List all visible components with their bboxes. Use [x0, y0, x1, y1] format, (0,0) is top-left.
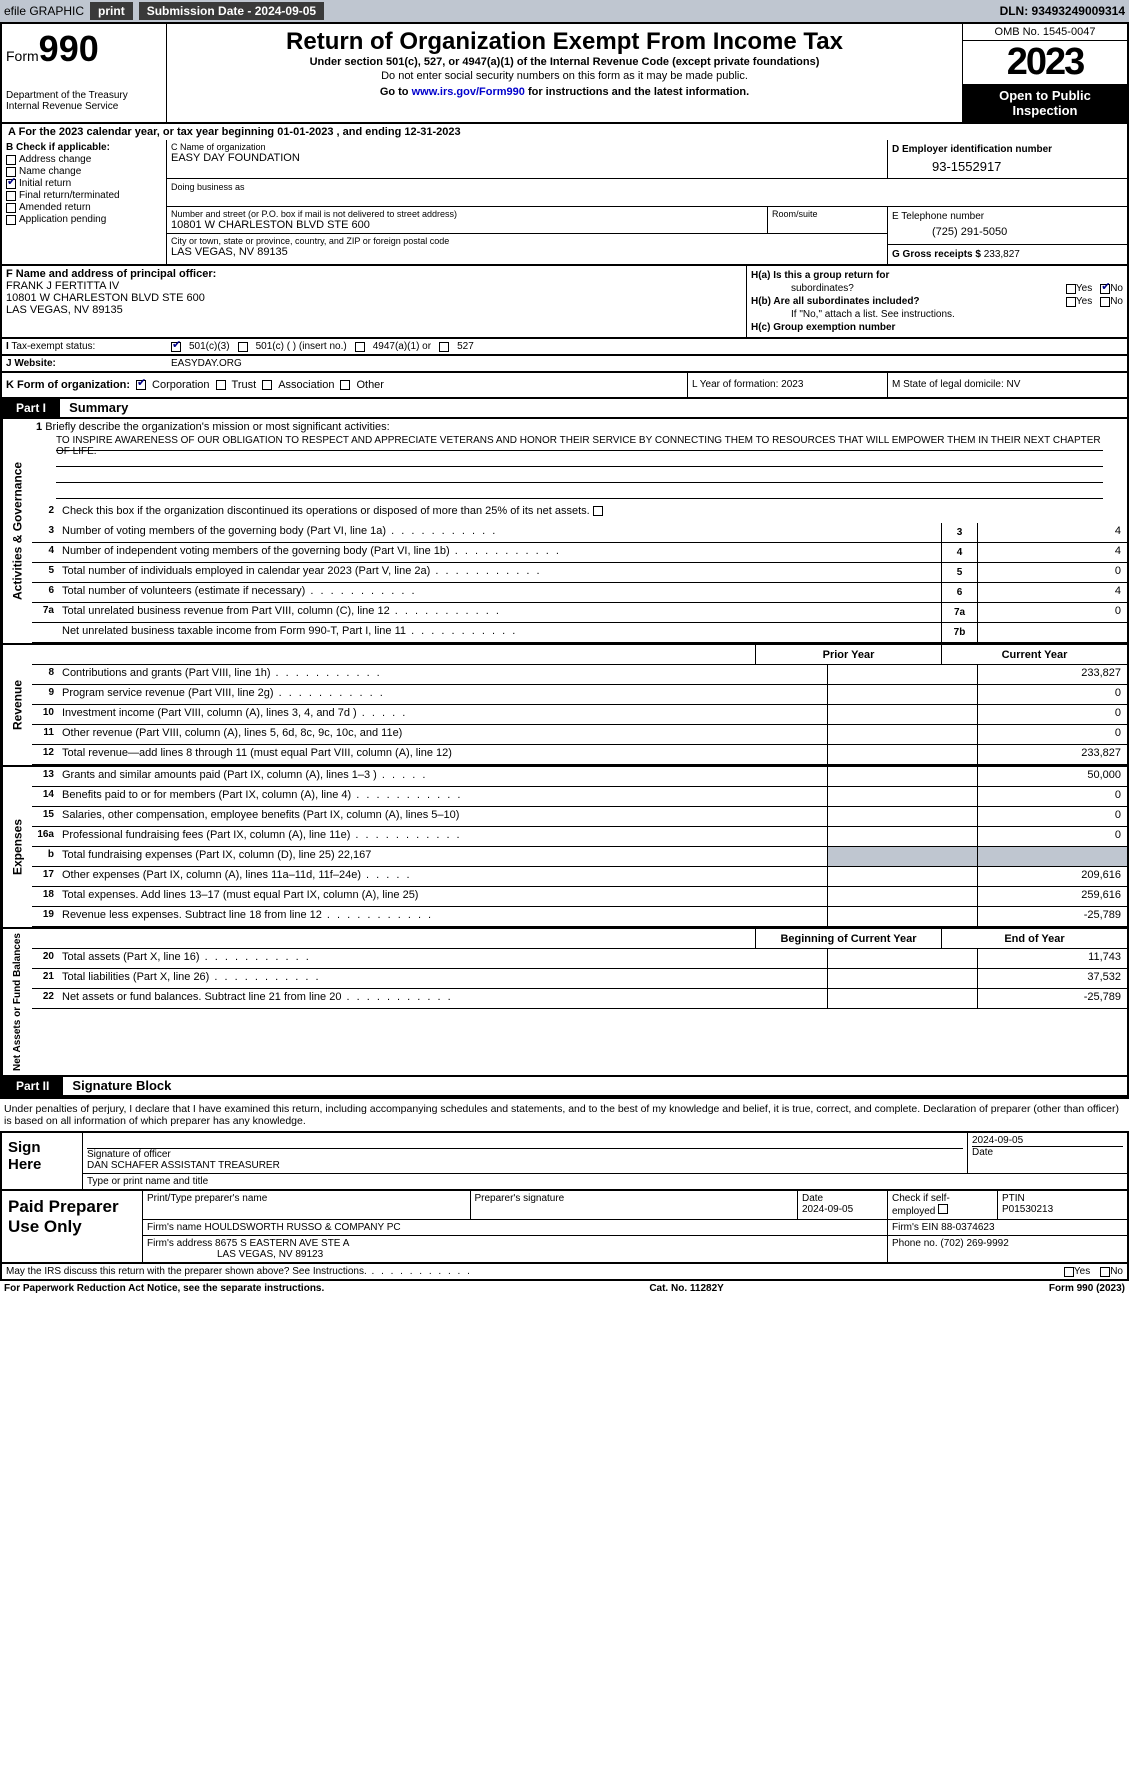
chk-line2[interactable] — [593, 506, 603, 516]
dba: Doing business as — [167, 179, 1127, 207]
chk-501c[interactable] — [238, 342, 248, 352]
chk-app-pending[interactable] — [6, 215, 16, 225]
irs-link[interactable]: www.irs.gov/Form990 — [412, 86, 525, 98]
side-expenses: Expenses — [2, 767, 32, 927]
efile-label: efile GRAPHIC — [4, 4, 84, 18]
summary-netassets: Net Assets or Fund Balances Beginning of… — [0, 929, 1129, 1077]
side-netassets: Net Assets or Fund Balances — [2, 929, 32, 1075]
street-address: Number and street (or P.O. box if mail i… — [167, 207, 767, 233]
row-j-website: J Website: EASYDAY.ORG — [0, 356, 1129, 373]
chk-address-change[interactable] — [6, 155, 16, 165]
paid-preparer-block: Paid Preparer Use Only Print/Type prepar… — [0, 1191, 1129, 1264]
line-a-tax-year: A For the 2023 calendar year, or tax yea… — [0, 124, 1129, 140]
form-header: Form990 Department of the Treasury Inter… — [0, 22, 1129, 124]
sign-date: 2024-09-05 Date — [967, 1133, 1127, 1173]
officer-signature: Signature of officer DAN SCHAFER ASSISTA… — [82, 1133, 967, 1173]
summary-expenses: Expenses 13Grants and similar amounts pa… — [0, 767, 1129, 929]
box-f-officer: F Name and address of principal officer:… — [2, 266, 747, 337]
form-subtitle: Under section 501(c), 527, or 4947(a)(1)… — [175, 56, 954, 68]
box-l-formation: L Year of formation: 2023 — [687, 373, 887, 397]
side-revenue: Revenue — [2, 645, 32, 765]
city-state-zip: City or town, state or province, country… — [167, 234, 887, 264]
chk-other[interactable] — [340, 380, 350, 390]
box-c-name: C Name of organization EASY DAY FOUNDATI… — [167, 140, 887, 178]
chk-ha-no[interactable] — [1100, 284, 1110, 294]
summary-activities: Activities & Governance 1 Briefly descri… — [0, 419, 1129, 645]
omb-number: OMB No. 1545-0047 — [963, 24, 1127, 41]
print-button[interactable]: print — [90, 2, 133, 20]
submission-date: Submission Date - 2024-09-05 — [139, 2, 324, 20]
line-1-mission: 1 Briefly describe the organization's mi… — [32, 419, 1127, 503]
chk-ha-yes[interactable] — [1066, 284, 1076, 294]
chk-527[interactable] — [439, 342, 449, 352]
discuss-row: May the IRS discuss this return with the… — [0, 1264, 1129, 1281]
chk-hb-no[interactable] — [1100, 297, 1110, 307]
chk-amended[interactable] — [6, 203, 16, 213]
goto-line: Go to www.irs.gov/Form990 for instructio… — [175, 86, 954, 98]
dln: DLN: 93493249009314 — [1000, 4, 1125, 18]
chk-4947[interactable] — [355, 342, 365, 352]
dept-treasury: Department of the Treasury — [6, 90, 162, 101]
tax-year: 2023 — [963, 41, 1127, 84]
chk-discuss-no[interactable] — [1100, 1267, 1110, 1277]
box-m-domicile: M State of legal domicile: NV — [887, 373, 1127, 397]
part2-header: Part II Signature Block — [0, 1077, 1129, 1097]
form-title: Return of Organization Exempt From Incom… — [175, 28, 954, 56]
sign-here-block: Sign Here Signature of officer DAN SCHAF… — [0, 1131, 1129, 1191]
box-e-phone: E Telephone number (725) 291-5050 — [888, 207, 1127, 245]
chk-corp[interactable] — [136, 380, 146, 390]
summary-revenue: Revenue Prior YearCurrent Year 8Contribu… — [0, 645, 1129, 767]
officer-group-section: F Name and address of principal officer:… — [0, 266, 1129, 339]
chk-501c3[interactable] — [171, 342, 181, 352]
top-bar: efile GRAPHIC print Submission Date - 20… — [0, 0, 1129, 22]
room-suite: Room/suite — [767, 207, 887, 233]
side-activities: Activities & Governance — [2, 419, 32, 643]
perjury-statement: Under penalties of perjury, I declare th… — [0, 1097, 1129, 1131]
chk-name-change[interactable] — [6, 167, 16, 177]
box-b: B Check if applicable: Address change Na… — [2, 140, 167, 264]
chk-assoc[interactable] — [262, 380, 272, 390]
chk-trust[interactable] — [216, 380, 226, 390]
row-klm: K Form of organization: Corporation Trus… — [0, 373, 1129, 399]
form-number: Form990 — [6, 28, 162, 70]
footer: For Paperwork Reduction Act Notice, see … — [0, 1281, 1129, 1296]
chk-discuss-yes[interactable] — [1064, 1267, 1074, 1277]
open-public: Open to Public Inspection — [963, 84, 1127, 122]
chk-initial-return[interactable] — [6, 179, 16, 189]
box-h: H(a) Is this a group return for subordin… — [747, 266, 1127, 337]
ssn-warning: Do not enter social security numbers on … — [175, 70, 954, 82]
identity-section: B Check if applicable: Address change Na… — [0, 140, 1129, 266]
row-i: I Tax-exempt status: 501(c)(3) 501(c) ( … — [0, 339, 1129, 356]
part1-header: Part I Summary — [0, 399, 1129, 419]
box-d-ein: D Employer identification number 93-1552… — [887, 140, 1127, 178]
chk-final-return[interactable] — [6, 191, 16, 201]
irs-label: Internal Revenue Service — [6, 101, 162, 112]
chk-hb-yes[interactable] — [1066, 297, 1076, 307]
box-g-gross: G Gross receipts $ 233,827 — [888, 245, 1127, 264]
chk-self-employed[interactable] — [938, 1204, 948, 1214]
